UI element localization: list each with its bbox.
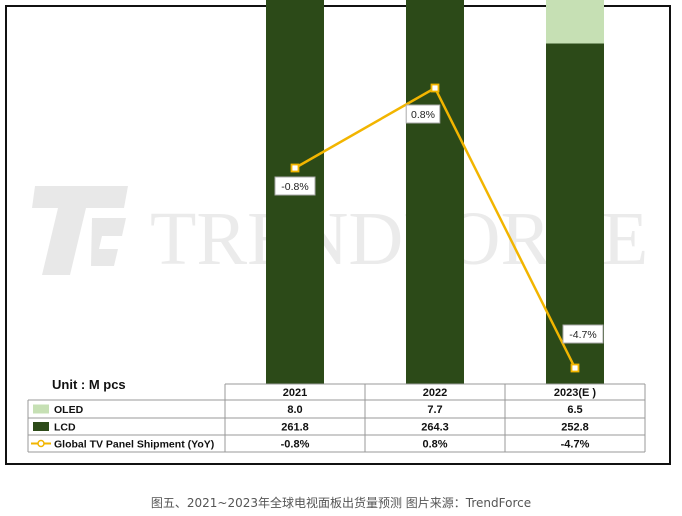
figure-caption: 图五、2021~2023年全球电视面板出货量预测 图片来源：TrendForce [150,496,532,510]
table-cell-3-3: -4.7% [561,439,590,451]
bar-layer [266,0,604,384]
yoy-point-2 [430,83,440,93]
legend-swatch-oled [33,404,49,414]
yoy-point-1 [290,163,300,173]
table-cell-1-1: 8.0 [287,404,302,416]
table-cell-3-1: -0.8% [281,439,310,451]
yoy-point-3 [570,363,580,373]
bar-oled-3 [546,0,604,44]
watermark-logo [32,186,128,275]
table-header-2: 2022 [423,387,447,399]
table-cell-1-3: 6.5 [567,404,582,416]
chart-svg: TRENDFORCE 269.8272259.3 -0.8%0.8%-4.7% … [27,0,648,453]
table-header-3: 2023(E ) [554,387,597,399]
yoy-label-3: -4.7% [569,329,596,341]
unit-label: Unit : M pcs [52,377,126,392]
bar-lcd-2 [406,0,464,384]
table-row-label-2: LCD [54,422,76,434]
table-header-1: 2021 [283,387,307,399]
table-cell-3-2: 0.8% [422,439,447,451]
table-cell-2-2: 264.3 [421,422,449,434]
legend-swatch-lcd [33,422,49,431]
yoy-label-box-1 [274,176,316,196]
yoy-label-box-2 [405,104,441,124]
table-cell-2-1: 261.8 [281,422,309,434]
table-row-label-3: Global TV Panel Shipment (YoY) [54,439,214,451]
yoy-line-layer: -0.8% 0.8% -4.7% [274,83,604,373]
data-table: 2021 2022 2023(E ) OLED 8.0 7.7 6.5 LCD 261.8 264… [27,383,646,453]
yoy-label-box-3 [562,324,604,344]
yoy-label-2: 0.8% [411,109,435,121]
legend-swatch-yoy-marker [37,439,45,448]
table-row-label-1: OLED [54,404,84,416]
table-cell-2-3: 252.8 [561,422,589,434]
table-cell-1-2: 7.7 [427,404,442,416]
yoy-label-1: -0.8% [281,181,308,193]
